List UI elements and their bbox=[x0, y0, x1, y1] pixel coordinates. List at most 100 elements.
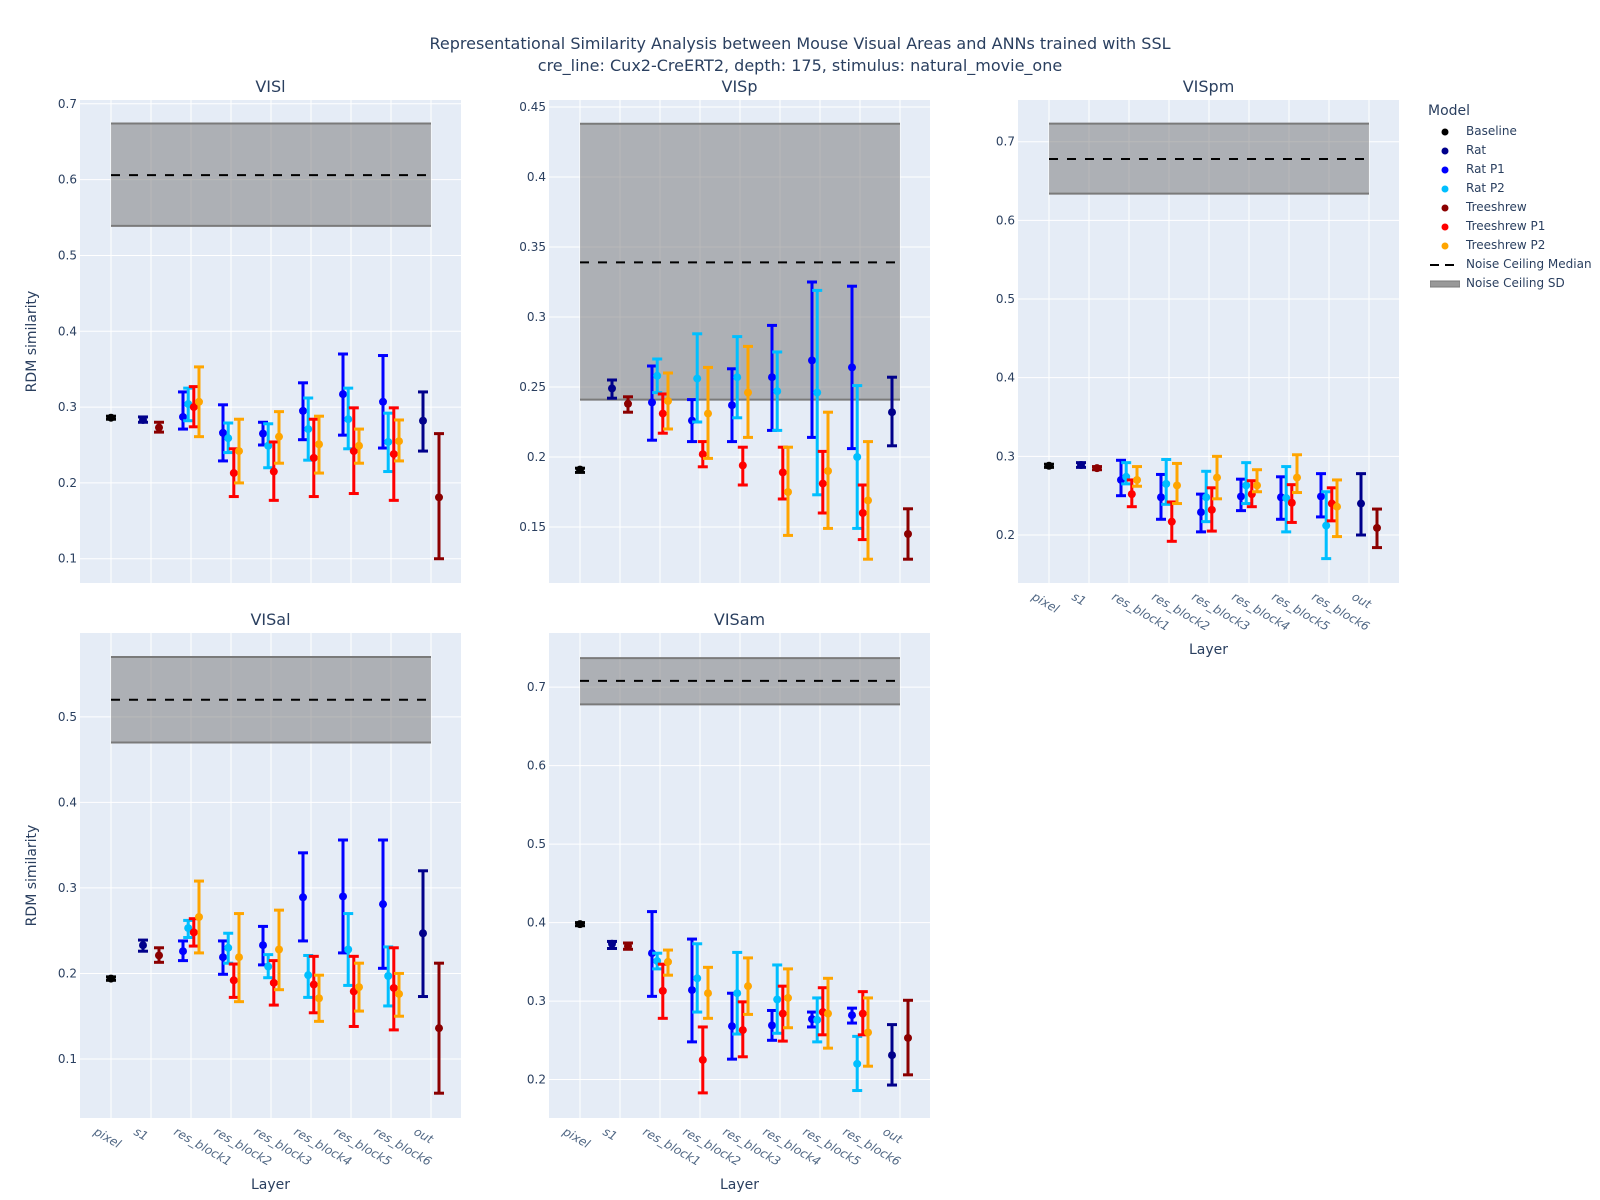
data-point bbox=[733, 373, 742, 382]
legend-item-noise-ceiling-median[interactable]: Noise Ceiling Median bbox=[1428, 255, 1592, 274]
data-point bbox=[1045, 461, 1053, 470]
data-point bbox=[139, 415, 147, 424]
series-treeshrew-p2 bbox=[663, 948, 873, 1068]
legend-item-treeshrew[interactable]: Treeshrew bbox=[1428, 198, 1592, 217]
data-point bbox=[155, 951, 163, 960]
series-treeshrew-p2 bbox=[1132, 453, 1342, 539]
y-tick-label: 0.5 bbox=[527, 837, 546, 851]
y-tick-label: 0.3 bbox=[527, 310, 546, 324]
data-point bbox=[658, 409, 667, 418]
data-point bbox=[384, 972, 393, 981]
x-tick-label: s1 bbox=[1070, 589, 1089, 608]
data-point bbox=[275, 432, 283, 441]
series-treeshrew bbox=[154, 946, 444, 1095]
series-treeshrew-p2 bbox=[663, 344, 873, 561]
legend-item-treeshrew-p2[interactable]: Treeshrew P2 bbox=[1428, 236, 1592, 255]
data-point bbox=[728, 401, 736, 410]
data-point bbox=[1207, 505, 1216, 514]
x-tick-label: out bbox=[1350, 589, 1375, 612]
series-rat-p2 bbox=[183, 912, 394, 1008]
legend-label: Rat P1 bbox=[1466, 162, 1505, 176]
legend-item-treeshrew-p1[interactable]: Treeshrew P1 bbox=[1428, 217, 1592, 236]
y-tick-label: 0.5 bbox=[996, 292, 1015, 306]
legend-item-rat-p2[interactable]: Rat P2 bbox=[1428, 179, 1592, 198]
x-axis-title: Layer bbox=[251, 1177, 290, 1193]
data-point bbox=[269, 978, 278, 987]
data-point bbox=[1357, 499, 1365, 508]
data-point bbox=[395, 989, 403, 998]
series-treeshrew-p1 bbox=[657, 962, 868, 1095]
legend-label: Treeshrew P1 bbox=[1466, 219, 1546, 233]
x-tick-label: s1 bbox=[601, 1124, 620, 1143]
dot-marker-icon bbox=[1441, 223, 1449, 231]
subplot-title: VISam bbox=[714, 610, 765, 629]
y-tick-label: 0.3 bbox=[58, 400, 77, 414]
data-point bbox=[1317, 492, 1325, 501]
data-point bbox=[658, 986, 667, 995]
subplot-title: VISp bbox=[722, 77, 758, 96]
y-axis-title: RDM similarity bbox=[24, 825, 40, 927]
x-tick-label: pixel bbox=[560, 1124, 593, 1151]
y-tick-label: 0.6 bbox=[996, 213, 1015, 227]
data-point bbox=[698, 1055, 707, 1064]
data-point bbox=[1287, 498, 1296, 507]
data-point bbox=[1173, 481, 1181, 490]
series-rat bbox=[607, 939, 897, 1087]
y-tick-label: 0.3 bbox=[996, 449, 1015, 463]
dot-marker-icon bbox=[1441, 128, 1449, 136]
data-point bbox=[864, 496, 872, 505]
data-point bbox=[107, 413, 115, 422]
data-point bbox=[419, 416, 427, 425]
data-point bbox=[315, 440, 323, 449]
legend-item-baseline[interactable]: Baseline bbox=[1428, 122, 1592, 141]
data-point bbox=[1237, 492, 1245, 501]
series-treeshrew-p1 bbox=[657, 392, 868, 542]
y-tick-label: 0.4 bbox=[58, 795, 77, 809]
noise-ceiling-sd-band bbox=[580, 123, 900, 400]
dot-marker-icon bbox=[1441, 242, 1449, 250]
data-point bbox=[653, 371, 662, 380]
legend-item-noise-ceiling-sd[interactable]: Noise Ceiling SD bbox=[1428, 274, 1592, 293]
legend-item-rat[interactable]: Rat bbox=[1428, 141, 1592, 160]
series-rat-p1 bbox=[647, 910, 857, 1061]
y-tick-label: 0.1 bbox=[58, 1052, 77, 1066]
y-tick-label: 0.3 bbox=[527, 994, 546, 1008]
data-point bbox=[264, 962, 273, 971]
series-rat-p1 bbox=[178, 352, 388, 463]
data-point bbox=[195, 397, 203, 406]
data-point bbox=[738, 461, 747, 470]
y-tick-label: 0.3 bbox=[58, 881, 77, 895]
data-point bbox=[235, 447, 243, 456]
data-point bbox=[355, 983, 363, 992]
data-point bbox=[576, 465, 584, 474]
data-point bbox=[379, 900, 387, 909]
subplot-title: VISl bbox=[255, 77, 285, 96]
data-point bbox=[744, 388, 752, 397]
data-point bbox=[1157, 493, 1165, 502]
data-point bbox=[259, 941, 267, 950]
data-point bbox=[733, 989, 742, 998]
data-point bbox=[858, 509, 867, 517]
data-point bbox=[848, 363, 856, 372]
data-point bbox=[768, 373, 776, 382]
data-point bbox=[304, 971, 313, 980]
data-point bbox=[435, 1024, 443, 1033]
y-tick-label: 0.1 bbox=[58, 552, 77, 566]
data-point bbox=[189, 403, 198, 412]
series-treeshrew-p2 bbox=[194, 879, 404, 1023]
data-point bbox=[1093, 464, 1101, 473]
data-point bbox=[813, 388, 822, 397]
legend: Model Baseline Rat Rat P1 Rat P2 Treeshrew Tr… bbox=[1428, 103, 1592, 293]
data-point bbox=[224, 943, 233, 952]
series-rat-p1 bbox=[1116, 458, 1326, 534]
data-point bbox=[195, 912, 203, 921]
y-tick-label: 0.5 bbox=[58, 248, 77, 262]
series-baseline bbox=[106, 413, 116, 422]
data-point bbox=[576, 920, 584, 929]
legend-item-rat-p1[interactable]: Rat P1 bbox=[1428, 160, 1592, 179]
x-axis-title: Layer bbox=[1189, 642, 1228, 658]
data-point bbox=[1162, 479, 1171, 488]
series-rat-p2 bbox=[183, 386, 394, 474]
